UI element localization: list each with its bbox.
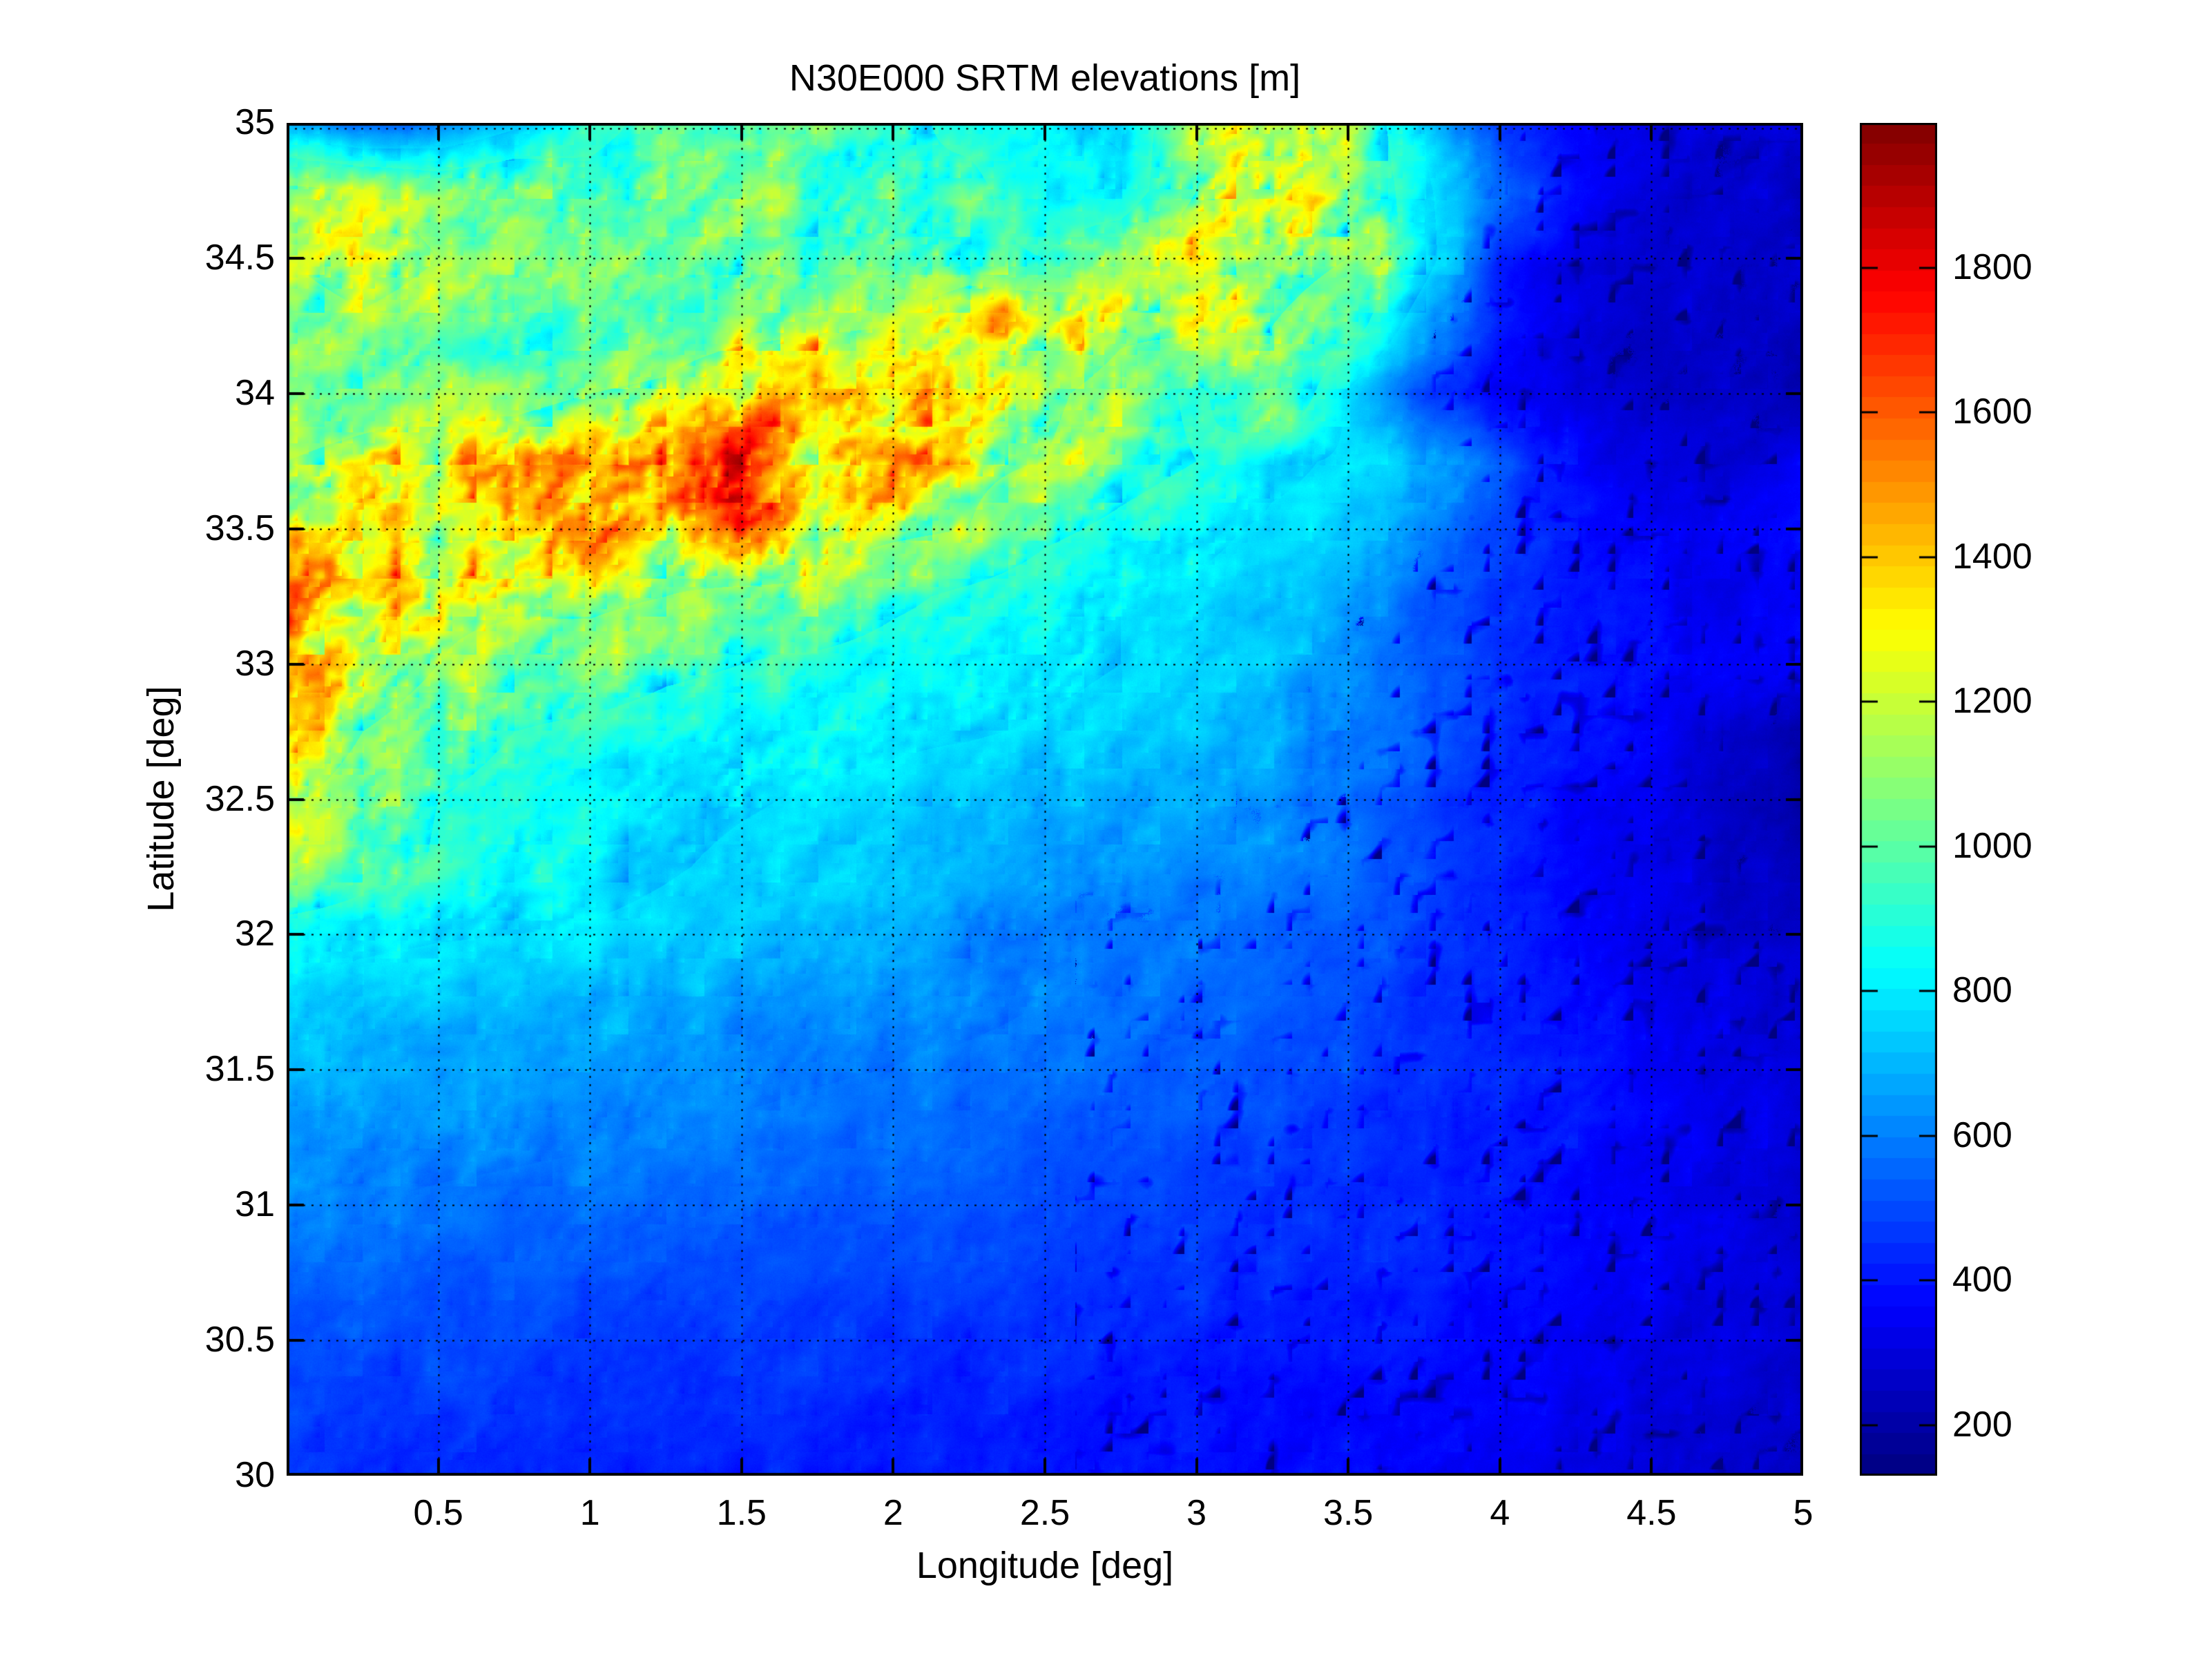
x-axis-label: Longitude [deg] (916, 1545, 1174, 1586)
y-tick-label: 34 (235, 372, 275, 413)
x-tick-label: 1 (579, 1493, 600, 1533)
colorbar-tick-label: 1000 (1952, 825, 2032, 866)
colorbar-gradient (1860, 123, 1937, 1476)
y-tick-label: 30 (235, 1455, 275, 1496)
x-tick-label: 3.5 (1323, 1493, 1374, 1533)
y-tick-label: 33 (235, 643, 275, 684)
colorbar-tick-label: 1400 (1952, 536, 2032, 577)
x-tick-label: 2 (883, 1493, 903, 1533)
colorbar-tick-label: 200 (1952, 1404, 2012, 1445)
colorbar-tick-label: 600 (1952, 1115, 2012, 1155)
colorbar-tick-label: 1800 (1952, 247, 2032, 287)
x-tick-label: 2.5 (1019, 1493, 1070, 1533)
colorbar-tick-label: 400 (1952, 1260, 2012, 1300)
elevation-heatmap (287, 123, 1803, 1476)
colorbar-tick-label: 1200 (1952, 681, 2032, 722)
y-tick-label: 34.5 (204, 237, 275, 278)
colorbar-tick-label: 800 (1952, 970, 2012, 1011)
y-tick-label: 35 (235, 102, 275, 143)
y-tick-label: 31.5 (204, 1049, 275, 1090)
y-tick-label: 31 (235, 1184, 275, 1225)
x-tick-label: 1.5 (716, 1493, 767, 1533)
x-tick-label: 4 (1490, 1493, 1510, 1533)
y-tick-label: 30.5 (204, 1320, 275, 1360)
y-tick-label: 32.5 (204, 778, 275, 819)
colorbar-tick-label: 1600 (1952, 392, 2032, 432)
y-tick-label: 33.5 (204, 508, 275, 548)
x-tick-label: 3 (1186, 1493, 1207, 1533)
y-tick-label: 32 (235, 914, 275, 954)
x-tick-label: 0.5 (413, 1493, 463, 1533)
x-tick-label: 5 (1793, 1493, 1814, 1533)
chart-title: N30E000 SRTM elevations [m] (789, 57, 1301, 99)
x-tick-label: 4.5 (1626, 1493, 1677, 1533)
